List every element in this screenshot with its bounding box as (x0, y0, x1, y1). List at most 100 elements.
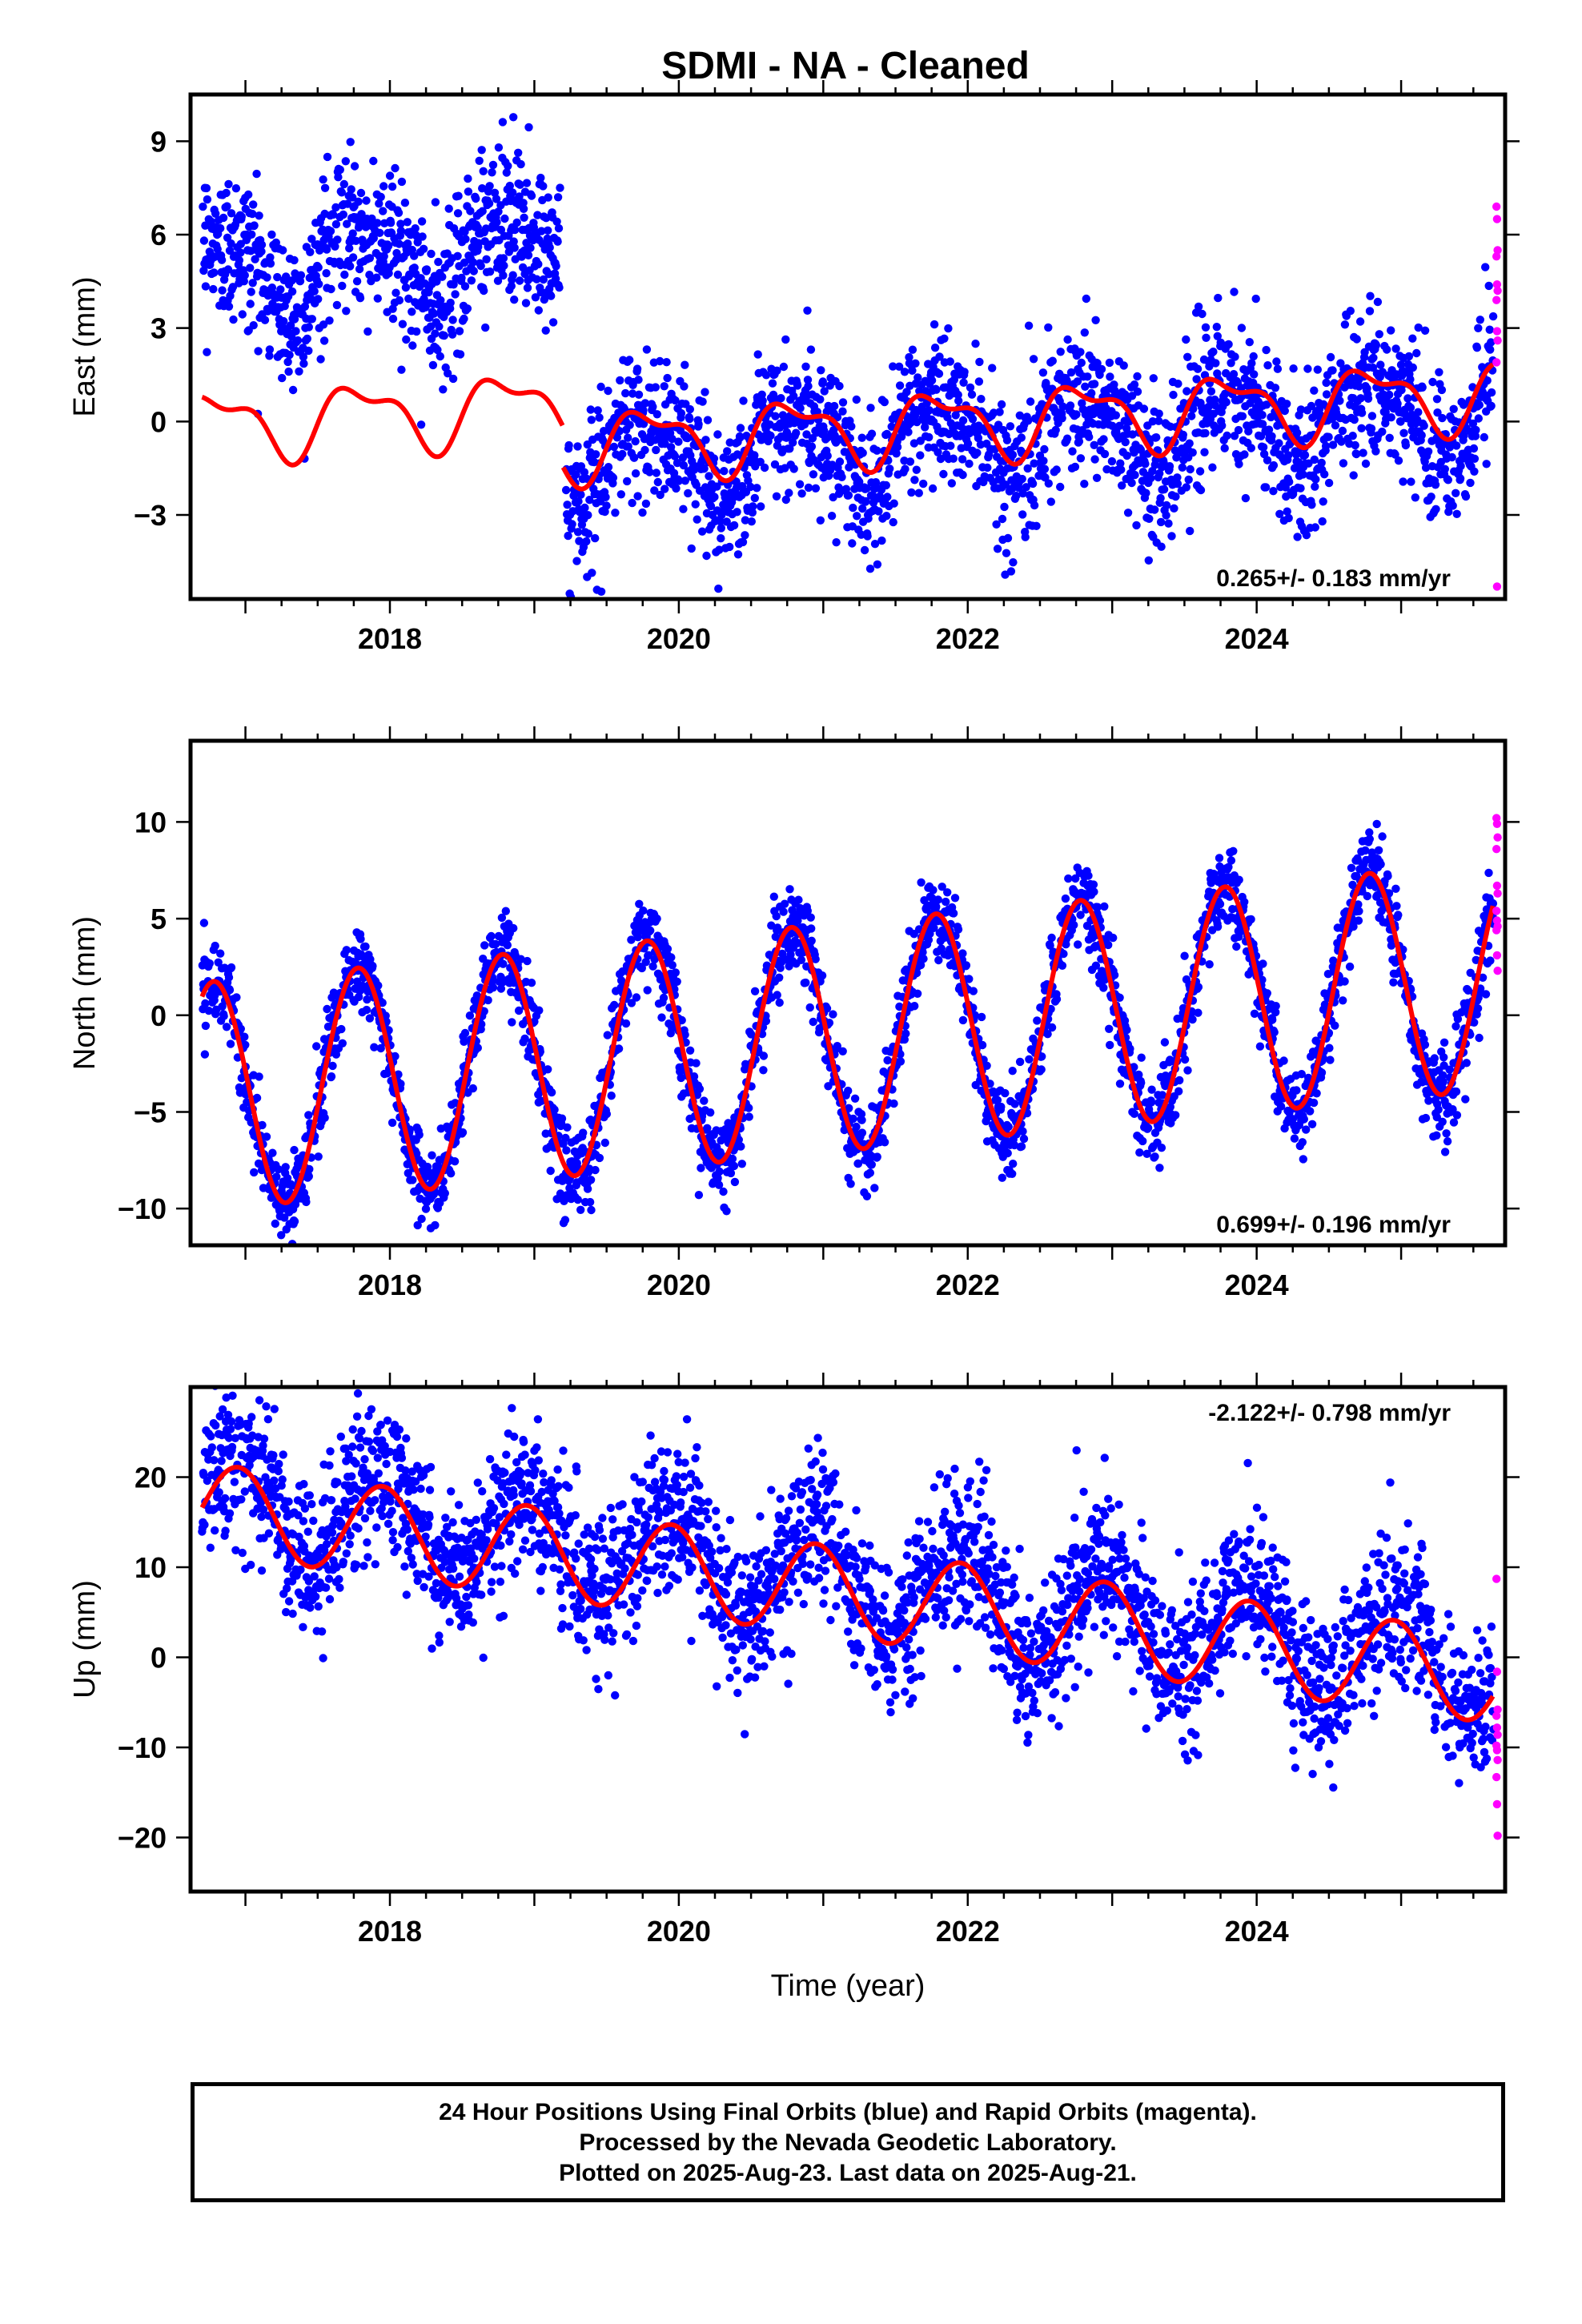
data-point (1195, 467, 1205, 476)
data-point (951, 411, 960, 420)
data-point (296, 271, 306, 279)
data-point (681, 476, 689, 485)
data-point (303, 334, 311, 344)
data-point (1070, 462, 1080, 472)
data-point (522, 179, 532, 187)
data-point (781, 335, 790, 344)
data-point (1399, 477, 1407, 486)
data-point (716, 517, 725, 526)
data-point (674, 437, 683, 446)
data-point (1083, 372, 1092, 381)
data-point (1058, 414, 1066, 423)
data-point (1061, 894, 1070, 903)
data-point (973, 448, 982, 457)
data-point (343, 219, 351, 228)
data-point (521, 299, 531, 308)
data-point (889, 499, 898, 508)
data-point (573, 442, 582, 451)
data-point (804, 382, 813, 391)
data-point (627, 999, 636, 1007)
data-point (220, 963, 229, 972)
data-point (211, 941, 219, 951)
data-point (807, 924, 816, 933)
data-point (474, 239, 483, 247)
data-point (609, 442, 619, 452)
data-point (201, 221, 210, 230)
data-point (591, 1165, 600, 1175)
data-point (1355, 317, 1365, 326)
rapid-point (1492, 327, 1502, 336)
data-point (436, 352, 444, 361)
data-point (1269, 487, 1278, 496)
data-point (1350, 415, 1359, 424)
data-point (1376, 360, 1385, 369)
data-point (595, 1153, 604, 1163)
data-point (1147, 1085, 1156, 1094)
data-point (741, 516, 750, 525)
data-point (1231, 352, 1239, 361)
data-point (439, 385, 448, 394)
data-point (703, 416, 713, 424)
data-point (285, 351, 294, 360)
data-point (203, 195, 212, 204)
data-point (395, 296, 404, 305)
data-point (348, 193, 357, 202)
data-point (950, 376, 959, 384)
data-point (395, 239, 404, 248)
data-point (240, 1032, 249, 1041)
data-point (255, 211, 263, 220)
data-point (553, 193, 563, 202)
data-point (551, 274, 560, 283)
data-point (701, 388, 709, 396)
data-point (949, 454, 958, 463)
data-point (496, 984, 506, 993)
data-point (250, 1168, 259, 1177)
data-point (255, 1072, 263, 1081)
data-point (838, 1047, 847, 1056)
data-point (1059, 949, 1068, 959)
data-point (310, 287, 319, 296)
data-point (354, 197, 363, 206)
data-point (440, 1188, 449, 1198)
data-point (238, 310, 247, 319)
data-point (583, 1184, 592, 1193)
data-point (993, 545, 1002, 553)
data-point (736, 424, 745, 432)
data-point (1284, 451, 1293, 460)
data-point (527, 191, 536, 200)
data-point (714, 1180, 724, 1189)
data-point (1387, 326, 1395, 335)
data-point (881, 480, 891, 490)
data-point (911, 359, 920, 368)
data-point (1182, 483, 1191, 492)
data-point (1366, 292, 1375, 300)
data-point (1367, 412, 1377, 420)
data-point (1275, 509, 1284, 518)
data-point (480, 286, 488, 296)
data-point (1487, 401, 1496, 410)
data-point (678, 453, 688, 462)
data-point (1438, 413, 1447, 423)
data-point (493, 276, 503, 285)
data-point (355, 294, 365, 303)
data-point (476, 261, 485, 271)
data-point (709, 454, 719, 463)
data-point (1299, 470, 1307, 479)
data-point (889, 362, 897, 371)
data-point (685, 1046, 695, 1055)
data-point (978, 1040, 987, 1050)
data-point (766, 431, 775, 440)
data-point (1012, 491, 1021, 501)
data-point (694, 1191, 704, 1200)
data-point (416, 420, 426, 429)
data-point (446, 298, 455, 308)
data-point (404, 239, 412, 248)
data-point (1264, 425, 1274, 434)
data-point (715, 1167, 724, 1176)
data-point (1201, 323, 1211, 332)
data-point (1148, 417, 1158, 426)
data-point (1068, 447, 1077, 456)
data-point (1186, 526, 1195, 536)
data-point (811, 955, 820, 963)
data-point (427, 249, 436, 259)
